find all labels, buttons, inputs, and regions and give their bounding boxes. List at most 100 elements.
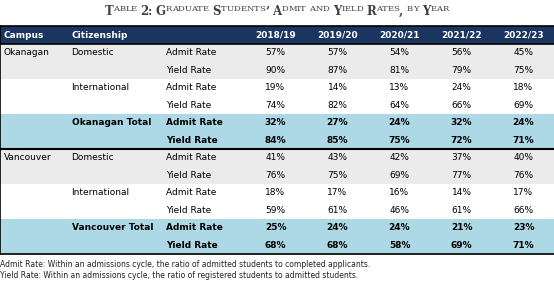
Text: 16%: 16% (389, 188, 409, 197)
Text: Y: Y (413, 5, 419, 13)
Bar (306, 166, 368, 184)
Text: 68%: 68% (265, 241, 286, 250)
Bar (493, 26, 554, 44)
Bar (0, 219, 68, 237)
Bar (306, 114, 368, 131)
Text: 57%: 57% (327, 48, 347, 57)
Text: 64%: 64% (389, 101, 409, 110)
Text: 58%: 58% (389, 241, 411, 250)
Text: 17%: 17% (327, 188, 347, 197)
Bar (0, 97, 68, 114)
Bar (0, 166, 68, 184)
Text: 76%: 76% (265, 171, 285, 180)
Bar (0, 237, 68, 254)
Bar (244, 184, 306, 202)
Text: L: L (351, 5, 356, 13)
Text: Yield Rate: Yield Rate (167, 206, 212, 215)
Text: M: M (288, 5, 297, 13)
Bar (0, 149, 68, 166)
Text: ’: ’ (265, 5, 269, 18)
Text: 24%: 24% (452, 83, 471, 92)
Text: Y: Y (333, 5, 341, 18)
Text: 57%: 57% (265, 48, 285, 57)
Text: 42%: 42% (389, 153, 409, 162)
Bar (368, 202, 430, 219)
Bar (68, 149, 162, 166)
Bar (493, 202, 554, 219)
Bar (306, 97, 368, 114)
Text: A: A (172, 5, 178, 13)
Text: 46%: 46% (389, 206, 409, 215)
Text: 75%: 75% (389, 136, 411, 145)
Bar (430, 26, 493, 44)
Text: 24%: 24% (389, 118, 411, 127)
Bar (430, 149, 493, 166)
Bar (68, 44, 162, 62)
Text: 21%: 21% (451, 223, 472, 232)
Bar (162, 114, 244, 131)
Text: E: E (345, 5, 351, 13)
Text: 19%: 19% (265, 83, 285, 92)
Text: Yield Rate: Yield Rate (167, 171, 212, 180)
Bar (493, 166, 554, 184)
Text: U: U (227, 5, 234, 13)
Bar (493, 114, 554, 131)
Bar (306, 184, 368, 202)
Text: R: R (443, 5, 449, 13)
Bar (0, 114, 68, 131)
Text: 40%: 40% (514, 153, 534, 162)
Bar (306, 149, 368, 166)
Bar (68, 237, 162, 254)
Bar (244, 26, 306, 44)
Text: 76%: 76% (514, 171, 534, 180)
Text: Admit Rate: Within an admissions cycle, the ratio of admitted students to comple: Admit Rate: Within an admissions cycle, … (0, 260, 370, 269)
Bar (368, 114, 430, 131)
Bar (493, 149, 554, 166)
Text: D: D (356, 5, 363, 13)
Bar (162, 44, 244, 62)
Text: Vancouver Total: Vancouver Total (71, 223, 153, 232)
Bar (306, 79, 368, 97)
Text: Domestic: Domestic (71, 153, 114, 162)
Text: S: S (259, 5, 265, 13)
Text: 69%: 69% (389, 171, 409, 180)
Text: B: B (407, 5, 413, 13)
Bar (430, 79, 493, 97)
Text: 68%: 68% (327, 241, 348, 250)
Bar (430, 184, 493, 202)
Bar (68, 62, 162, 79)
Bar (368, 166, 430, 184)
Text: 2020/21: 2020/21 (379, 30, 420, 39)
Text: International: International (71, 83, 130, 92)
Text: 69%: 69% (514, 101, 534, 110)
Text: T: T (197, 5, 203, 13)
Text: 75%: 75% (514, 66, 534, 75)
Text: Okanagan Total: Okanagan Total (71, 118, 151, 127)
Bar (244, 44, 306, 62)
Text: 54%: 54% (389, 48, 409, 57)
Bar (68, 219, 162, 237)
Bar (68, 202, 162, 219)
Bar (162, 166, 244, 184)
Bar (162, 79, 244, 97)
Bar (244, 237, 306, 254)
Bar (430, 166, 493, 184)
Bar (306, 131, 368, 149)
Text: 2021/22: 2021/22 (441, 30, 482, 39)
Text: U: U (184, 5, 191, 13)
Text: 71%: 71% (512, 241, 534, 250)
Bar (162, 237, 244, 254)
Text: 25%: 25% (265, 223, 286, 232)
Bar (430, 114, 493, 131)
Bar (68, 131, 162, 149)
Bar (430, 237, 493, 254)
Bar (162, 97, 244, 114)
Bar (430, 44, 493, 62)
Text: Admit Rate: Admit Rate (167, 83, 217, 92)
Bar (162, 26, 244, 44)
Text: 24%: 24% (389, 223, 411, 232)
Bar (162, 202, 244, 219)
Text: E: E (203, 5, 209, 13)
Text: A: A (437, 5, 443, 13)
Text: 43%: 43% (327, 153, 347, 162)
